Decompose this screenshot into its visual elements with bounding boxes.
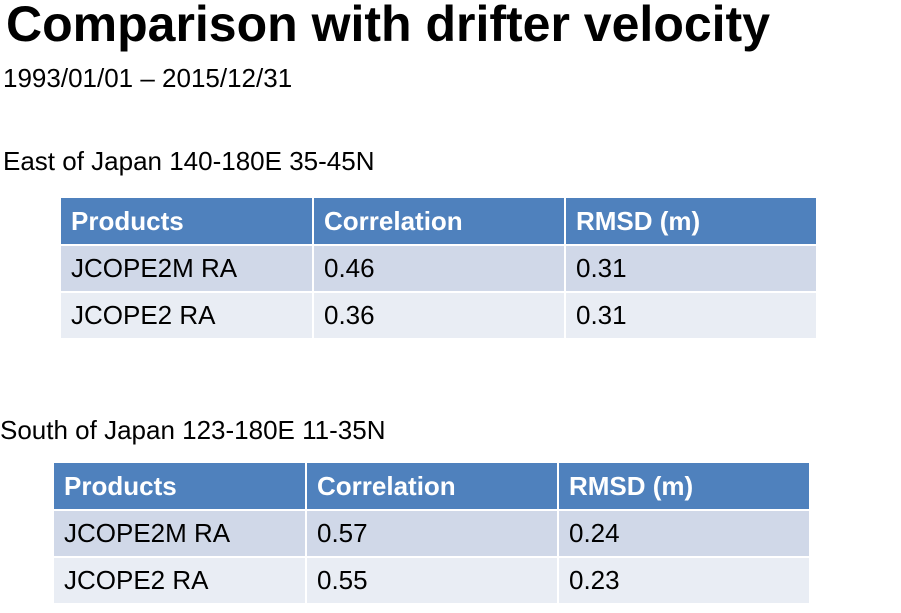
- cell-product: JCOPE2M RA: [54, 510, 307, 558]
- cell-rmsd: 0.31: [565, 292, 818, 340]
- header-correlation: Correlation: [313, 198, 566, 246]
- table-row: JCOPE2 RA 0.55 0.23: [54, 557, 811, 605]
- region-label-east: East of Japan 140-180E 35-45N: [3, 146, 375, 176]
- region-label-south: South of Japan 123-180E 11-35N: [0, 415, 386, 445]
- cell-correlation: 0.36: [313, 292, 566, 340]
- table-row: JCOPE2M RA 0.57 0.24: [54, 510, 811, 558]
- comparison-table-east: Products Correlation RMSD (m) JCOPE2M RA…: [61, 198, 818, 340]
- cell-correlation: 0.57: [306, 510, 559, 558]
- cell-product: JCOPE2 RA: [61, 292, 314, 340]
- page-title: Comparison with drifter velocity: [6, 0, 771, 52]
- header-products: Products: [54, 463, 307, 511]
- cell-rmsd: 0.24: [558, 510, 811, 558]
- table-header-row: Products Correlation RMSD (m): [54, 463, 811, 511]
- table-row: JCOPE2 RA 0.36 0.31: [61, 292, 818, 340]
- cell-rmsd: 0.23: [558, 557, 811, 605]
- cell-product: JCOPE2M RA: [61, 245, 314, 293]
- comparison-table-south: Products Correlation RMSD (m) JCOPE2M RA…: [54, 463, 811, 605]
- cell-correlation: 0.55: [306, 557, 559, 605]
- cell-product: JCOPE2 RA: [54, 557, 307, 605]
- cell-rmsd: 0.31: [565, 245, 818, 293]
- header-products: Products: [61, 198, 314, 246]
- header-correlation: Correlation: [306, 463, 559, 511]
- header-rmsd: RMSD (m): [565, 198, 818, 246]
- date-range: 1993/01/01 – 2015/12/31: [3, 63, 293, 93]
- table-header-row: Products Correlation RMSD (m): [61, 198, 818, 246]
- cell-correlation: 0.46: [313, 245, 566, 293]
- table-row: JCOPE2M RA 0.46 0.31: [61, 245, 818, 293]
- header-rmsd: RMSD (m): [558, 463, 811, 511]
